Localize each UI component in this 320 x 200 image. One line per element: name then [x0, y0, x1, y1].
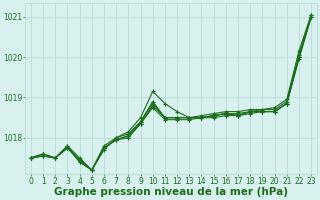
X-axis label: Graphe pression niveau de la mer (hPa): Graphe pression niveau de la mer (hPa) [54, 187, 288, 197]
